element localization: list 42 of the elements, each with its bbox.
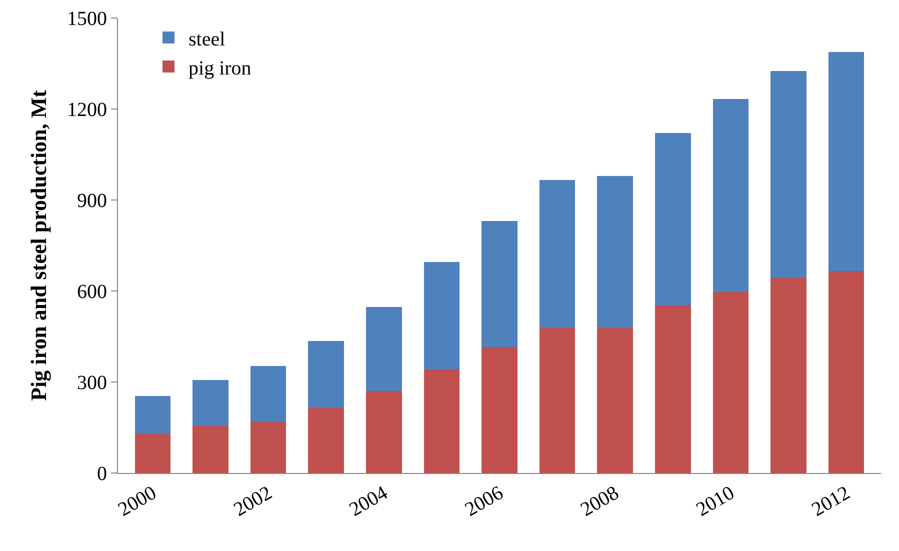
bar bbox=[366, 307, 402, 392]
bar bbox=[424, 368, 460, 473]
bar bbox=[770, 278, 806, 473]
bar bbox=[482, 347, 518, 473]
y-tick-label: 900 bbox=[77, 190, 107, 212]
x-tick-label: 2006 bbox=[461, 482, 507, 521]
bar bbox=[134, 396, 171, 434]
y-tick-label: 300 bbox=[77, 372, 107, 394]
y-tick-label: 1200 bbox=[67, 99, 107, 121]
bar bbox=[366, 391, 402, 473]
bar bbox=[654, 304, 691, 473]
bar bbox=[712, 98, 749, 292]
bar bbox=[482, 220, 518, 348]
bar bbox=[654, 132, 691, 305]
bar bbox=[134, 434, 171, 473]
bar bbox=[770, 71, 806, 278]
x-tick-label: 2002 bbox=[230, 482, 276, 521]
bar bbox=[597, 176, 634, 328]
bar bbox=[308, 341, 344, 408]
x-tick-label: 2008 bbox=[576, 482, 623, 521]
x-tick-label: 2004 bbox=[346, 482, 392, 521]
legend-label: steel bbox=[188, 28, 226, 50]
x-tick-label: 2012 bbox=[808, 482, 854, 521]
legend-label: pig iron bbox=[188, 57, 252, 80]
bar bbox=[597, 328, 634, 473]
bar bbox=[828, 52, 864, 271]
x-tick-label: 2000 bbox=[114, 482, 160, 521]
bar bbox=[712, 292, 749, 473]
bar bbox=[192, 426, 228, 473]
bar bbox=[828, 270, 864, 473]
x-tick-label: 2010 bbox=[692, 482, 738, 521]
y-tick-label: 1500 bbox=[67, 8, 107, 30]
bar bbox=[308, 408, 344, 473]
bar bbox=[192, 380, 228, 426]
bar bbox=[250, 422, 286, 473]
bar bbox=[424, 262, 460, 369]
y-axis-title: Pig iron and steel production, Mt bbox=[26, 89, 51, 401]
y-tick-label: 0 bbox=[97, 463, 107, 485]
y-tick-label: 600 bbox=[77, 281, 107, 303]
bar bbox=[250, 366, 286, 422]
bar bbox=[539, 180, 576, 328]
bar bbox=[539, 328, 576, 473]
